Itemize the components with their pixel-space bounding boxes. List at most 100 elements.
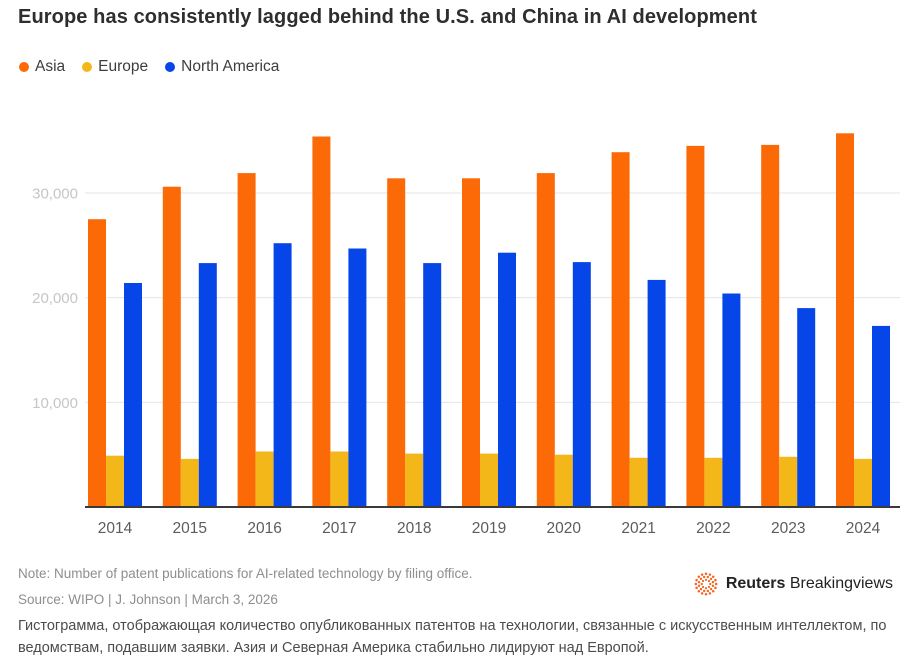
bar-north-america-2018[interactable] bbox=[423, 263, 442, 507]
reuters-logo-dot bbox=[704, 592, 708, 596]
bar-asia-2024[interactable] bbox=[836, 133, 854, 508]
bar-europe-2016[interactable] bbox=[255, 451, 274, 508]
reuters-logo-dot bbox=[704, 572, 708, 576]
bar-asia-2021[interactable] bbox=[611, 152, 630, 507]
reuters-logo-dot bbox=[702, 589, 706, 593]
legend-dot-europe-icon bbox=[82, 62, 93, 72]
bar-europe-2015[interactable] bbox=[180, 458, 199, 507]
reuters-logo-dot bbox=[709, 587, 713, 591]
chart-note: Note: Number of patent publications for … bbox=[18, 566, 473, 581]
reuters-logo-dot bbox=[711, 575, 715, 579]
bar-north-america-2022[interactable] bbox=[722, 293, 741, 508]
reuters-logo-dot bbox=[695, 578, 698, 582]
legend-label-asia: Asia bbox=[35, 58, 66, 75]
bar-north-america-2017[interactable] bbox=[348, 248, 367, 508]
legend-item-asia: Asia bbox=[19, 58, 65, 76]
bar-europe-2023[interactable] bbox=[779, 456, 798, 507]
bar-asia-2023[interactable] bbox=[761, 144, 780, 507]
bar-europe-2019[interactable] bbox=[480, 453, 498, 507]
reuters-logo-dot bbox=[706, 589, 709, 593]
bar-north-america-2024[interactable] bbox=[872, 325, 890, 507]
bar-north-america-2015[interactable] bbox=[198, 263, 217, 507]
x-tick-label: 2024 bbox=[846, 520, 881, 537]
bar-asia-2015[interactable] bbox=[162, 186, 181, 507]
reuters-logo-dot bbox=[706, 575, 709, 579]
legend-label-europe: Europe bbox=[98, 58, 149, 75]
reuters-logo-dot bbox=[697, 584, 701, 588]
reuters-logo-dot bbox=[708, 582, 712, 586]
reuters-logo-dot bbox=[700, 582, 703, 586]
y-tick-label: 10,000 bbox=[32, 395, 78, 412]
bar-europe-2021[interactable] bbox=[629, 457, 648, 507]
reuters-logo-dot bbox=[697, 589, 700, 593]
reuters-logo-dot bbox=[701, 579, 704, 583]
reuters-logo-icon bbox=[694, 572, 718, 596]
x-tick-label: 2019 bbox=[472, 520, 506, 537]
reuters-logo-dot bbox=[711, 589, 715, 593]
reuters-logo-dot bbox=[700, 573, 704, 576]
page-title: Europe has consistently lagged behind th… bbox=[18, 6, 757, 28]
x-tick-label: 2022 bbox=[696, 520, 730, 537]
brand-breakingviews: Breakingviews bbox=[789, 575, 893, 592]
bar-north-america-2016[interactable] bbox=[273, 243, 292, 507]
reuters-logo-dot bbox=[694, 582, 697, 586]
chart-legend: Asia Europe North America bbox=[19, 58, 279, 76]
legend-item-europe: Europe bbox=[82, 58, 148, 76]
reuters-logo-dot bbox=[704, 587, 707, 590]
x-tick-label: 2016 bbox=[247, 520, 281, 537]
x-tick-label: 2015 bbox=[173, 520, 207, 537]
reuters-logo-dot bbox=[708, 592, 711, 595]
reuters-logo-dot bbox=[697, 575, 700, 579]
bar-asia-2017[interactable] bbox=[312, 136, 331, 508]
bar-asia-2016[interactable] bbox=[237, 173, 256, 507]
bar-europe-2024[interactable] bbox=[854, 458, 872, 507]
bar-europe-2020[interactable] bbox=[554, 454, 573, 507]
x-tick-label: 2021 bbox=[621, 520, 655, 537]
bar-asia-2020[interactable] bbox=[536, 173, 555, 507]
y-tick-label: 20,000 bbox=[32, 290, 78, 307]
legend-dot-north-america-icon bbox=[165, 62, 176, 72]
bar-europe-2022[interactable] bbox=[704, 457, 723, 507]
x-tick-label: 2014 bbox=[98, 520, 133, 537]
brand-wordmark: Reuters Breakingviews bbox=[726, 575, 893, 593]
reuters-logo-dot bbox=[699, 587, 702, 591]
bar-asia-2022[interactable] bbox=[686, 145, 705, 507]
legend-item-north-america: North America bbox=[165, 58, 279, 76]
reuters-logo-dot bbox=[713, 586, 717, 590]
x-tick-label: 2020 bbox=[547, 520, 582, 537]
reuters-logo-dot bbox=[707, 585, 710, 589]
reuters-logo-dot bbox=[713, 578, 717, 582]
bar-north-america-2020[interactable] bbox=[572, 262, 591, 507]
bar-north-america-2023[interactable] bbox=[797, 308, 816, 507]
reuters-logo-dot bbox=[707, 579, 710, 583]
x-tick-label: 2017 bbox=[322, 520, 356, 537]
bar-asia-2018[interactable] bbox=[387, 178, 406, 508]
y-tick-label: 30,000 bbox=[32, 186, 78, 203]
bar-europe-2014[interactable] bbox=[106, 455, 124, 507]
bar-north-america-2019[interactable] bbox=[498, 252, 516, 507]
x-tick-label: 2023 bbox=[771, 520, 805, 537]
brand-reuters: Reuters bbox=[725, 575, 786, 592]
reuters-logo-dot bbox=[714, 582, 718, 586]
bar-europe-2018[interactable] bbox=[405, 453, 424, 507]
reuters-logo-dot bbox=[700, 592, 704, 595]
x-tick-label: 2018 bbox=[397, 520, 431, 537]
reuters-logo-dot bbox=[695, 586, 698, 590]
reuters-logo-dot bbox=[704, 578, 707, 581]
reuters-logo-dot bbox=[702, 575, 706, 579]
legend-label-north-america: North America bbox=[181, 58, 280, 75]
reuters-logo-dot bbox=[701, 585, 704, 589]
bar-north-america-2014[interactable] bbox=[124, 283, 142, 507]
bar-asia-2014[interactable] bbox=[88, 219, 106, 507]
bar-north-america-2021[interactable] bbox=[647, 279, 666, 507]
reuters-breakingviews-logo: Reuters Breakingviews bbox=[693, 571, 893, 597]
bar-europe-2017[interactable] bbox=[330, 451, 349, 508]
chart-caption-russian: Гистограмма, отображающая количество опу… bbox=[18, 618, 887, 656]
bar-chart-canvas: 10,000 20,000 30,000 2014 2015 2016 2017 2018 20… bbox=[32, 133, 900, 537]
bar-asia-2019[interactable] bbox=[462, 178, 480, 508]
bar-chart: 10,000 20,000 30,000 2014 2015 2016 2017 2018 20… bbox=[0, 96, 906, 546]
reuters-logo-dot bbox=[708, 573, 711, 576]
reuters-logo-dot bbox=[711, 580, 714, 584]
chart-source: Source: WIPO | J. Johnson | March 3, 202… bbox=[18, 592, 278, 607]
